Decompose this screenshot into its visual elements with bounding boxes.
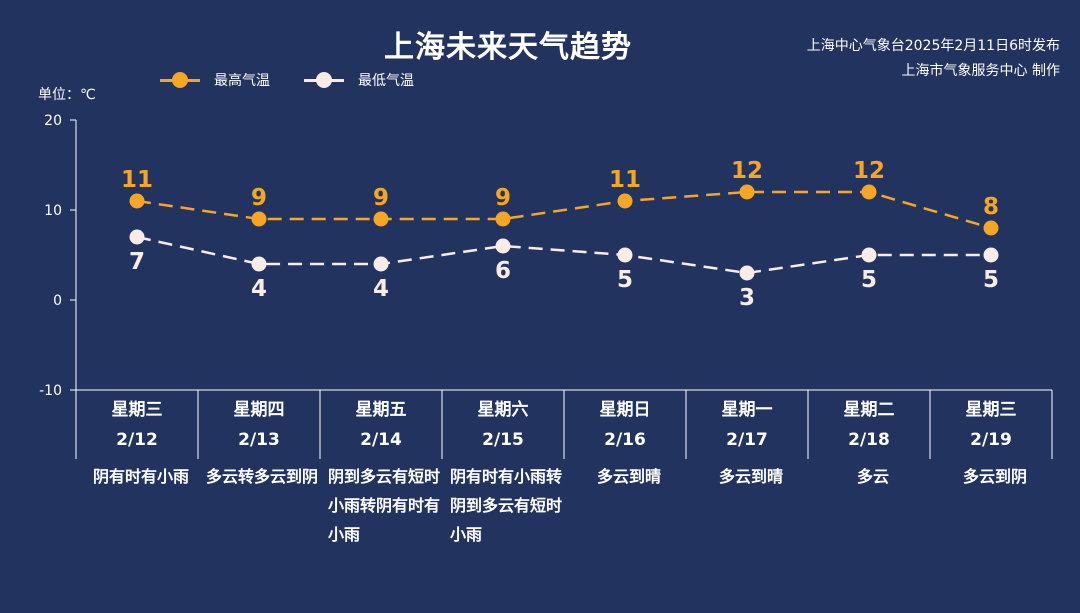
low-temp-label: 4	[373, 276, 389, 302]
chart-title: 上海未来天气趋势	[384, 30, 632, 65]
high-temp-point	[495, 211, 511, 227]
low-temp-label: 4	[251, 276, 267, 302]
weather-description: 多云到晴	[596, 467, 661, 486]
low-temp-label: 5	[983, 267, 999, 293]
legend-label-high: 最高气温	[214, 73, 270, 89]
date-label: 2/12	[116, 430, 158, 450]
high-temp-label: 9	[373, 185, 389, 211]
date-label: 2/14	[360, 430, 402, 450]
day-cell: 星期四 2/13	[198, 391, 320, 459]
weekday-label: 星期五	[355, 400, 407, 420]
legend-label-low: 最低气温	[358, 73, 414, 89]
low-temp-label: 3	[739, 285, 755, 311]
y-tick-label: 20	[44, 113, 62, 129]
low-temp-label: 5	[861, 267, 877, 293]
high-temp-label: 8	[983, 194, 999, 220]
high-temp-label: 12	[731, 158, 763, 184]
y-tick-label: -10	[39, 383, 62, 399]
day-cell: 星期五 2/14	[320, 391, 442, 459]
high-temp-label: 9	[495, 185, 511, 211]
high-temp-point	[861, 184, 877, 200]
date-label: 2/15	[482, 430, 524, 450]
legend: 最高气温 最低气温	[160, 70, 448, 90]
weather-description: 阴到多云有短时小雨转阴有时有小雨	[328, 467, 441, 544]
legend-marker-high	[160, 70, 200, 90]
low-temp-point	[129, 229, 145, 245]
day-cell: 星期三 2/19	[930, 391, 1052, 459]
low-temp-point	[739, 265, 755, 281]
low-temp-point	[861, 247, 877, 263]
high-temp-label: 11	[609, 167, 641, 193]
date-label: 2/16	[604, 430, 646, 450]
day-cell: 星期一 2/17	[686, 391, 808, 459]
source-info: 上海中心气象台2025年2月11日6时发布 上海市气象服务中心 制作	[807, 34, 1060, 84]
high-temp-line	[136, 190, 992, 230]
weekday-label: 星期三	[111, 400, 163, 420]
low-temp-point	[373, 256, 389, 272]
low-temp-point	[983, 247, 999, 263]
day-cell: 星期三 2/12	[76, 391, 198, 459]
y-tick-label: 0	[53, 293, 62, 309]
legend-item-high: 最高气温	[160, 70, 270, 90]
weather-description: 阴有时有小雨转阴到多云有短时小雨	[450, 467, 563, 544]
high-temp-point	[129, 193, 145, 209]
weather-description: 多云到晴	[718, 467, 783, 486]
high-temp-label: 12	[853, 158, 885, 184]
weather-description: 多云到阴	[962, 467, 1027, 486]
date-label: 2/19	[970, 430, 1012, 450]
low-temp-point	[617, 247, 633, 263]
date-label: 2/17	[726, 430, 768, 450]
weather-description: 多云转多云到阴	[206, 467, 319, 486]
legend-marker-low	[304, 70, 344, 90]
date-label: 2/13	[238, 430, 280, 450]
weekday-label: 星期六	[477, 400, 529, 420]
day-cell: 星期二 2/18	[808, 391, 930, 459]
weekday-label: 星期日	[599, 400, 651, 420]
y-tick-label: 10	[44, 203, 62, 219]
unit-label: 单位：℃	[38, 87, 96, 103]
high-temp-point	[739, 184, 755, 200]
high-temp-label: 9	[251, 185, 267, 211]
high-temp-point	[251, 211, 267, 227]
low-temp-line	[136, 235, 991, 275]
source-producer: 上海市气象服务中心 制作	[901, 63, 1060, 79]
weekday-label: 星期一	[721, 400, 773, 420]
legend-item-low: 最低气温	[304, 70, 414, 90]
weekday-label: 星期三	[965, 400, 1017, 420]
low-temp-point	[251, 256, 267, 272]
weekday-label: 星期四	[233, 400, 285, 420]
date-label: 2/18	[848, 430, 890, 450]
high-temp-point	[617, 193, 633, 209]
low-temp-label: 6	[495, 258, 511, 284]
high-temp-point	[983, 220, 999, 236]
low-temp-label: 7	[129, 249, 145, 275]
weekday-label: 星期二	[843, 400, 895, 420]
low-temp-label: 5	[617, 267, 633, 293]
high-temp-point	[373, 211, 389, 227]
day-cell: 星期六 2/15	[442, 391, 564, 459]
high-temp-label: 11	[121, 167, 153, 193]
low-temp-point	[495, 238, 511, 254]
day-cell: 星期日 2/16	[564, 391, 686, 459]
weather-description: 阴有时有小雨	[92, 467, 189, 486]
source-issuer: 上海中心气象台2025年2月11日6时发布	[806, 38, 1060, 54]
weather-description: 多云	[856, 467, 889, 486]
